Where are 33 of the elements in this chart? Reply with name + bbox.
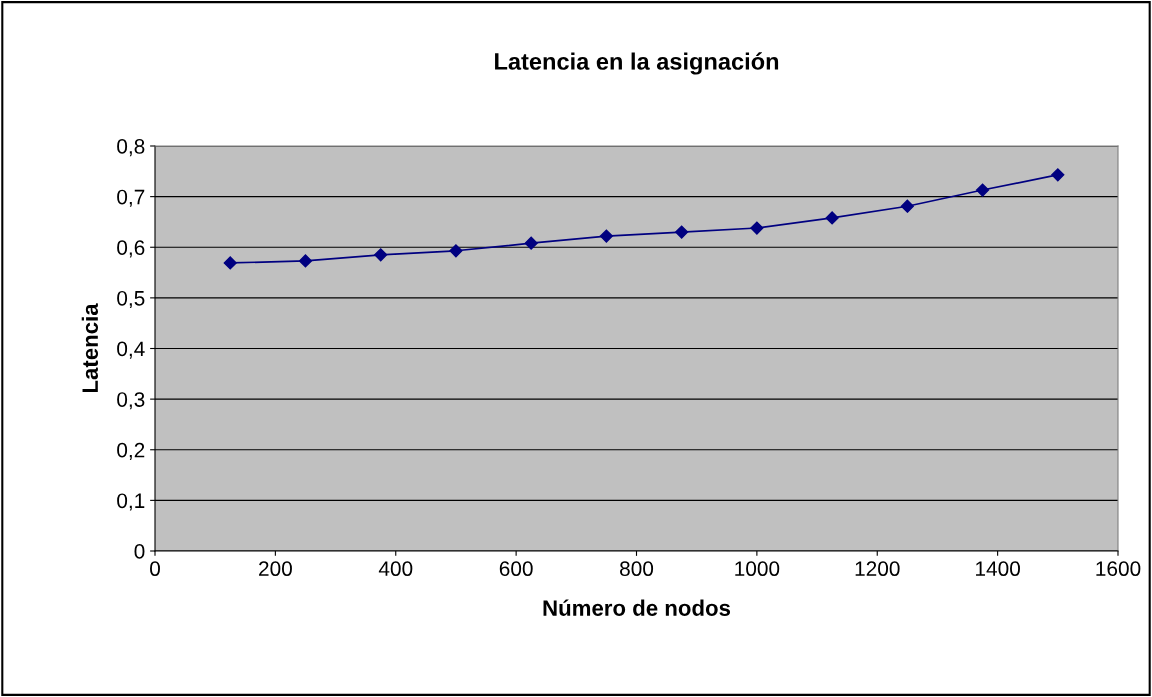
x-tick-label: 800 bbox=[620, 561, 654, 577]
point bbox=[900, 199, 914, 213]
x-tick-label: 1600 bbox=[1096, 561, 1141, 577]
y-tick-label: 0,5 bbox=[117, 290, 145, 309]
x-tick-label: 1000 bbox=[735, 561, 780, 577]
y-tick-label: 0,7 bbox=[117, 189, 145, 207]
point bbox=[975, 183, 990, 197]
point bbox=[599, 229, 613, 243]
y-tick-label: 0,4 bbox=[117, 341, 145, 359]
x-axis-title: Número de nodos bbox=[543, 599, 731, 616]
point bbox=[374, 248, 388, 262]
point bbox=[750, 221, 764, 235]
point bbox=[223, 256, 237, 270]
y-tick-label: 0,3 bbox=[117, 392, 145, 410]
x-tick-label: 200 bbox=[259, 561, 292, 577]
y-tick-label: 0,8 bbox=[117, 139, 145, 157]
y-tick-label: 0,2 bbox=[117, 442, 145, 460]
point bbox=[298, 254, 313, 268]
x-tick-label: 0 bbox=[150, 561, 160, 577]
x-tick-label: 400 bbox=[378, 561, 413, 577]
y-tick-label: 0,1 bbox=[117, 493, 145, 511]
y-axis-title: Latencia bbox=[81, 303, 99, 393]
point bbox=[825, 211, 839, 225]
point bbox=[524, 236, 538, 250]
chart-title: Latencia en la asignación bbox=[495, 52, 779, 75]
point bbox=[449, 244, 463, 258]
x-tick-label: 1400 bbox=[976, 561, 1020, 577]
point bbox=[1051, 168, 1065, 182]
y-tick-label: 0 bbox=[134, 544, 145, 559]
x-tick-label: 600 bbox=[499, 561, 533, 577]
point bbox=[675, 225, 689, 239]
x-tick-label: 1200 bbox=[855, 561, 900, 577]
y-tick-label: 0,6 bbox=[117, 240, 145, 258]
